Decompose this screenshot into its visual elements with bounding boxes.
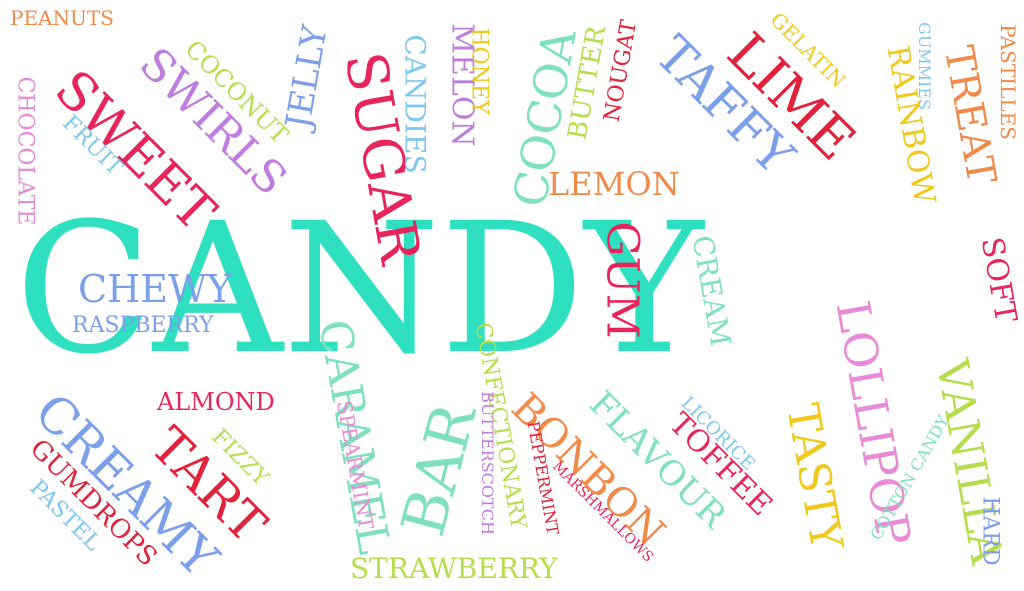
word-bar: BAR xyxy=(388,396,491,544)
word-treat: TREAT xyxy=(934,42,1005,188)
word-jelly: JELLY xyxy=(278,22,336,132)
word-honey: HONEY xyxy=(466,27,492,115)
word-chewy: CHEWY xyxy=(78,267,233,311)
word-lemon: LEMON xyxy=(548,165,680,203)
word-pastilles: PASTILLES xyxy=(995,24,1020,140)
word-strawberry: STRAWBERRY xyxy=(350,552,558,585)
word-gummies: GUMMIES xyxy=(915,22,934,110)
word-gum: GUM xyxy=(596,221,648,339)
word-raspberry: RASPBERRY xyxy=(72,313,214,338)
word-tasty: TASTY xyxy=(776,399,853,554)
word-candies: CANDIES xyxy=(398,34,432,174)
word-candy: CANDY xyxy=(15,185,704,394)
word-chocolate: CHOCOLATE xyxy=(12,76,38,226)
word-peanuts: PEANUTS xyxy=(10,6,114,30)
word-soft: SOFT xyxy=(973,234,1024,326)
word-almond: ALMOND xyxy=(157,388,275,416)
word-hard: HARD xyxy=(977,496,1003,566)
